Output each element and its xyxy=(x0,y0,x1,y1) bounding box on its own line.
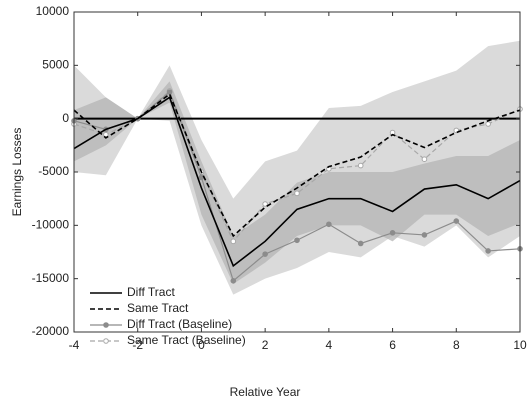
series-marker xyxy=(230,278,237,284)
x-tick-label: -4 xyxy=(69,338,80,352)
x-axis-label: Relative Year xyxy=(230,385,301,399)
series-marker xyxy=(485,248,491,254)
legend-label: Diff Tract xyxy=(127,285,175,299)
series-marker xyxy=(262,201,268,207)
series-marker xyxy=(230,238,237,245)
x-tick-label: 2 xyxy=(262,338,269,352)
series-marker xyxy=(294,237,300,244)
y-tick-label: -10000 xyxy=(32,218,70,232)
y-tick-label: 5000 xyxy=(42,58,69,72)
x-tick-label: 4 xyxy=(326,338,333,352)
series-marker xyxy=(421,232,428,238)
series-marker xyxy=(357,240,364,247)
series-marker xyxy=(198,174,205,181)
series-line xyxy=(73,96,521,268)
x-tick-label: 10 xyxy=(513,338,527,352)
series-marker xyxy=(262,251,268,257)
legend-label: Diff Tract (Baseline) xyxy=(127,317,232,331)
x-tick-label: 0 xyxy=(198,338,205,352)
y-axis-label: Earnings Losses xyxy=(10,128,24,217)
series-marker xyxy=(453,218,460,224)
series-marker xyxy=(294,190,300,197)
series-marker xyxy=(485,121,491,127)
legend-marker xyxy=(103,338,109,344)
series-marker xyxy=(389,230,396,236)
y-tick-label: -5000 xyxy=(38,164,69,178)
series-marker xyxy=(421,156,428,162)
y-tick-label: -15000 xyxy=(32,271,70,285)
legend-marker xyxy=(103,322,109,328)
x-tick-label: 8 xyxy=(453,338,460,352)
legend-label: Same Tract (Baseline) xyxy=(127,333,246,347)
x-tick-label: 6 xyxy=(389,338,396,352)
confidence-band xyxy=(74,40,520,295)
series-marker xyxy=(166,89,173,95)
series-line xyxy=(73,92,521,238)
y-tick-label: 0 xyxy=(62,111,69,125)
y-tick-label: 10000 xyxy=(36,4,70,18)
series-marker xyxy=(326,221,332,228)
y-tick-label: -20000 xyxy=(32,324,70,338)
x-tick-label: -2 xyxy=(132,338,143,352)
series-marker xyxy=(357,162,364,169)
legend-label: Same Tract xyxy=(127,301,189,315)
